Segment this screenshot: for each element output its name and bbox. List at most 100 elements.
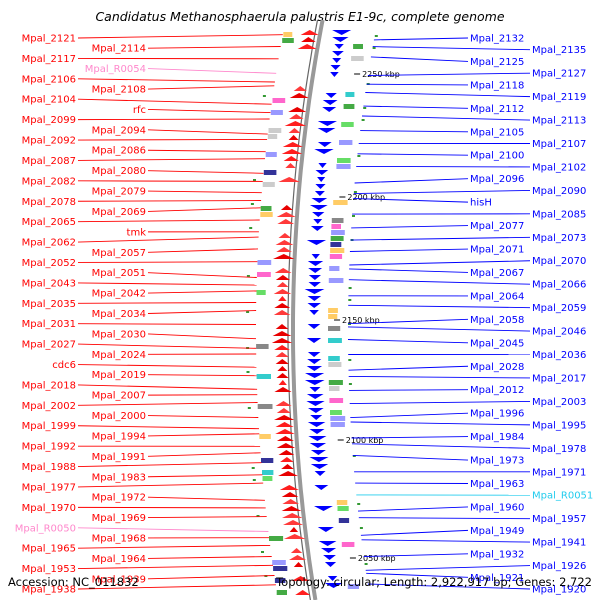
right-label-mpal_2017[interactable]: Mpal_2017 [348,373,587,384]
gene-label[interactable]: Mpal_2135 [532,45,586,56]
gene-label[interactable]: Mpal_2059 [532,303,586,314]
gene-label[interactable]: Mpal_2051 [92,268,146,279]
gene-label[interactable]: Mpal_1996 [470,409,524,420]
gene-label[interactable]: Mpal_1920 [532,585,586,596]
gene-label[interactable]: Mpal_2073 [532,233,586,244]
right-label-mpal_2119[interactable]: Mpal_2119 [365,92,586,103]
gene-label[interactable]: Mpal_2003 [532,397,586,408]
gene-label[interactable]: Mpal_1932 [470,549,524,560]
right-label-mpal_2112[interactable]: Mpal_2112 [363,104,524,115]
left-label-mpal_2099[interactable]: Mpal_2099 [22,115,270,126]
left-label-mpal_1994[interactable]: Mpal_1994 [92,431,260,442]
left-label-mpal_1953[interactable]: Mpal_1953 [22,564,274,575]
gene-label[interactable]: Mpal_2100 [470,151,524,162]
left-label-mpal_2078[interactable]: Mpal_2078 [22,197,262,208]
right-label-mpal_2073[interactable]: Mpal_2073 [350,233,587,244]
right-label-mpal_1941[interactable]: Mpal_1941 [361,538,587,549]
gene-label[interactable]: Mpal_R0050 [15,523,76,534]
gene-label[interactable]: Mpal_2092 [22,136,76,147]
left-label-mpal_2024[interactable]: Mpal_2024 [92,350,257,361]
gene-label[interactable]: Mpal_R0054 [85,64,146,75]
gene-label[interactable]: Mpal_2090 [532,186,586,197]
left-label-mpal_1983[interactable]: Mpal_1983 [92,472,263,483]
right-label-mpal_2064[interactable]: Mpal_2064 [348,291,524,302]
left-label-mpal_1992[interactable]: Mpal_1992 [22,442,261,453]
gene-label[interactable]: Mpal_2042 [92,289,146,300]
gene-label[interactable]: hisH [470,198,492,209]
left-label-mpal_2104[interactable]: Mpal_2104 [22,95,272,106]
gene-label[interactable]: Mpal_1921 [470,573,524,584]
left-label-mpal_2034[interactable]: Mpal_2034 [92,309,257,320]
gene-label[interactable]: Mpal_2018 [22,380,76,391]
right-label-mpal_1926[interactable]: Mpal_1926 [365,561,587,572]
gene-label[interactable]: Mpal_2066 [532,280,586,291]
gene-label[interactable]: Mpal_2034 [92,309,146,320]
gene-label[interactable]: Mpal_R0051 [532,491,593,502]
gene-label[interactable]: Mpal_1992 [22,442,76,453]
gene-label[interactable]: Mpal_2052 [22,258,76,269]
gene-label[interactable]: Mpal_2017 [532,373,586,384]
gene-label[interactable]: Mpal_1988 [22,462,76,473]
left-label-cdc6[interactable]: cdc6 [52,360,257,371]
right-label-mpal_2012[interactable]: Mpal_2012 [349,385,524,396]
gene-label[interactable]: Mpal_2132 [470,34,524,45]
gene-label[interactable]: Mpal_2031 [22,319,76,330]
left-label-mpal_2052[interactable]: Mpal_2052 [22,258,258,269]
gene-label[interactable]: Mpal_1960 [470,502,524,513]
left-label-rfc[interactable]: rfc [133,105,271,116]
gene-label[interactable]: Mpal_1938 [22,585,76,596]
left-label-mpal_1965[interactable]: Mpal_1965 [22,544,271,555]
left-label-mpal_2065[interactable]: Mpal_2065 [22,217,260,228]
gene-label[interactable]: Mpal_2030 [92,329,146,340]
left-label-mpal_1970[interactable]: Mpal_1970 [22,503,266,514]
gene-label[interactable]: Mpal_1941 [532,538,586,549]
gene-label[interactable]: Mpal_2035 [22,299,76,310]
left-label-mpal_2051[interactable]: Mpal_2051 [92,268,257,279]
right-label-mpal_1957[interactable]: Mpal_1957 [358,514,587,525]
gene-label[interactable]: Mpal_1939 [92,574,146,585]
right-label-mpal_1920[interactable]: Mpal_1920 [367,583,587,596]
gene-label[interactable]: Mpal_2106 [22,74,76,85]
left-label-mpal_1972[interactable]: Mpal_1972 [92,493,265,504]
gene-label[interactable]: Mpal_2067 [470,268,524,279]
left-label-mpal_2069[interactable]: Mpal_2069 [92,207,261,218]
left-label-mpal_2080[interactable]: Mpal_2080 [92,166,264,177]
left-label-mpal_2035[interactable]: Mpal_2035 [22,299,257,310]
gene-label[interactable]: Mpal_1970 [22,503,76,514]
left-label-mpal_2121[interactable]: Mpal_2121 [22,34,283,45]
gene-label[interactable]: Mpal_2105 [470,127,524,138]
right-label-mpal_2105[interactable]: Mpal_2105 [360,127,524,138]
right-label-mpal_2071[interactable]: Mpal_2071 [349,245,524,256]
gene-label[interactable]: Mpal_2045 [470,338,524,349]
gene-label[interactable]: Mpal_2087 [22,156,76,167]
right-label-mpal_2036[interactable]: Mpal_2036 [348,350,586,361]
gene-label[interactable]: Mpal_2107 [532,139,586,150]
gene-label[interactable]: Mpal_1991 [92,452,146,463]
left-label-mpal_2117[interactable]: Mpal_2117 [22,54,279,65]
right-label-hish[interactable]: hisH [353,198,492,209]
right-label-mpal_1949[interactable]: Mpal_1949 [360,526,524,537]
left-label-mpal_2031[interactable]: Mpal_2031 [22,319,257,330]
left-label-mpal_1939[interactable]: Mpal_1939 [92,574,275,585]
gene-label[interactable]: Mpal_1971 [532,467,586,478]
gene-label[interactable]: Mpal_2080 [92,166,146,177]
gene-label[interactable]: Mpal_2077 [470,221,524,232]
gene-label[interactable]: Mpal_2082 [22,176,76,187]
left-label-mpal_2087[interactable]: Mpal_2087 [22,156,266,167]
gene-label[interactable]: Mpal_1983 [92,472,146,483]
left-label-mpal_1991[interactable]: Mpal_1991 [92,452,261,463]
right-label-mpal_2127[interactable]: Mpal_2127 [367,69,586,80]
right-label-mpal_1978[interactable]: Mpal_1978 [351,443,586,455]
left-label-mpal_1969[interactable]: Mpal_1969 [92,513,267,524]
gene-label[interactable]: Mpal_2065 [22,217,76,228]
right-label-mpal_2070[interactable]: Mpal_2070 [349,256,586,267]
gene-label[interactable]: Mpal_2012 [470,385,524,396]
gene-label[interactable]: Mpal_2085 [532,209,586,220]
gene-label[interactable]: Mpal_2104 [22,95,76,106]
gene-label[interactable]: Mpal_2094 [92,125,146,136]
gene-label[interactable]: Mpal_2079 [92,187,146,198]
left-label-mpal_2043[interactable]: Mpal_2043 [22,278,257,289]
left-label-mpal_1999[interactable]: Mpal_1999 [22,421,260,432]
left-label-mpal_2000[interactable]: Mpal_2000 [92,411,259,422]
gene-label[interactable]: Mpal_1965 [22,544,76,555]
